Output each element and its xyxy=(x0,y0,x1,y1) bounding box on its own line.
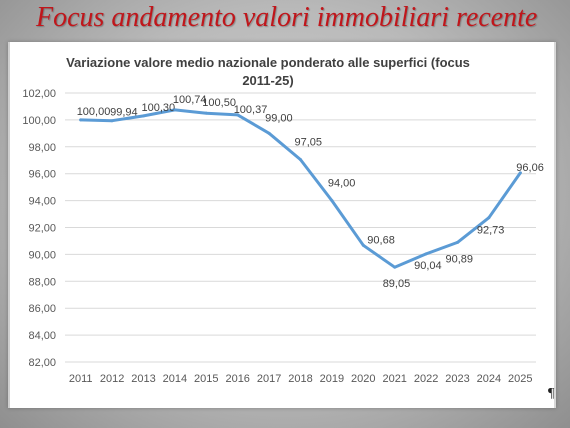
data-point xyxy=(267,131,271,135)
data-label: 89,05 xyxy=(383,278,411,290)
x-tick-label: 2018 xyxy=(288,373,312,385)
data-point xyxy=(110,119,114,123)
x-tick-label: 2019 xyxy=(320,373,344,385)
y-tick-label: 102,00 xyxy=(22,88,56,100)
y-tick-label: 86,00 xyxy=(28,303,56,315)
y-tick-label: 92,00 xyxy=(28,223,56,235)
x-tick-label: 2014 xyxy=(163,373,187,385)
data-label: 96,06 xyxy=(516,162,544,174)
data-label: 100,30 xyxy=(142,102,176,114)
data-point xyxy=(236,113,240,117)
paragraph-mark: ¶ xyxy=(548,386,555,401)
data-label: 92,73 xyxy=(477,225,505,237)
data-label: 90,04 xyxy=(414,260,442,272)
y-tick-label: 98,00 xyxy=(28,142,56,154)
x-tick-label: 2011 xyxy=(69,373,93,385)
x-tick-label: 2025 xyxy=(508,373,532,385)
x-tick-label: 2020 xyxy=(351,373,375,385)
x-tick-label: 2023 xyxy=(445,373,469,385)
x-tick-label: 2017 xyxy=(257,373,281,385)
y-tick-label: 88,00 xyxy=(28,276,56,288)
data-label: 100,74 xyxy=(173,94,207,106)
data-point xyxy=(173,108,177,112)
x-tick-label: 2015 xyxy=(194,373,218,385)
y-tick-label: 82,00 xyxy=(28,357,56,369)
x-tick-label: 2016 xyxy=(225,373,249,385)
data-point xyxy=(518,171,522,175)
chart-card: Variazione valore medio nazionale ponder… xyxy=(8,42,556,408)
data-point xyxy=(79,118,83,122)
line-chart: 82,00 84,00 86,00 88,00 90,00 92,00 94,00 96,00… xyxy=(22,88,544,385)
card-border xyxy=(8,42,556,408)
y-tick-label: 90,00 xyxy=(28,249,56,261)
data-point xyxy=(204,111,208,115)
data-label: 90,68 xyxy=(367,234,395,246)
data-label: 100,37 xyxy=(234,104,268,116)
data-label: 97,05 xyxy=(295,137,323,149)
data-point xyxy=(393,265,397,269)
x-tick-label: 2013 xyxy=(131,373,155,385)
data-label: 100,00 xyxy=(77,106,111,118)
slide-title: Focus andamento valori immobiliari recen… xyxy=(36,2,538,33)
chart-title: Variazione valore medio nazionale ponder… xyxy=(66,55,470,88)
data-point xyxy=(142,114,145,118)
data-label: 99,00 xyxy=(265,112,293,124)
data-point xyxy=(330,199,334,203)
data-label: 100,50 xyxy=(202,97,236,109)
data-point xyxy=(456,240,459,244)
y-tick-label: 96,00 xyxy=(28,169,56,181)
data-label: 99,94 xyxy=(110,107,138,119)
x-tick-label: 2021 xyxy=(382,373,406,385)
y-tick-label: 94,00 xyxy=(28,196,56,208)
y-tick-label: 100,00 xyxy=(22,115,56,127)
x-tick-label: 2022 xyxy=(414,373,438,385)
x-tick-label: 2012 xyxy=(100,373,124,385)
y-tick-label: 84,00 xyxy=(28,330,56,342)
data-point xyxy=(487,216,491,220)
data-label: 94,00 xyxy=(328,178,356,190)
series-line xyxy=(79,108,522,269)
data-point xyxy=(361,243,365,247)
data-point xyxy=(424,252,428,256)
x-tick-label: 2024 xyxy=(477,373,501,385)
data-point xyxy=(299,158,302,162)
data-label: 90,89 xyxy=(446,253,474,265)
